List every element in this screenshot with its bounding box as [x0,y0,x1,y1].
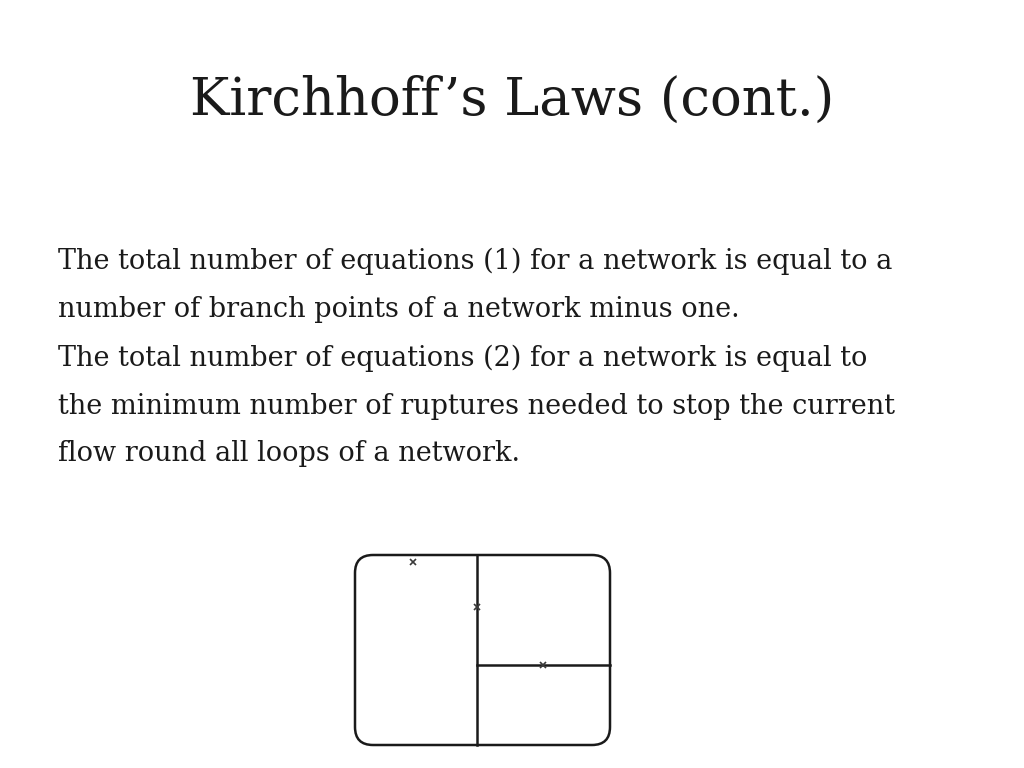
FancyBboxPatch shape [355,555,610,745]
Text: number of branch points of a network minus one.: number of branch points of a network min… [58,296,739,323]
Text: flow round all loops of a network.: flow round all loops of a network. [58,440,520,467]
Text: The total number of equations (2) for a network is equal to: The total number of equations (2) for a … [58,345,867,372]
Text: Kirchhoff’s Laws (cont.): Kirchhoff’s Laws (cont.) [189,74,835,125]
Text: the minimum number of ruptures needed to stop the current: the minimum number of ruptures needed to… [58,392,895,419]
Text: The total number of equations (1) for a network is equal to a: The total number of equations (1) for a … [58,248,892,276]
